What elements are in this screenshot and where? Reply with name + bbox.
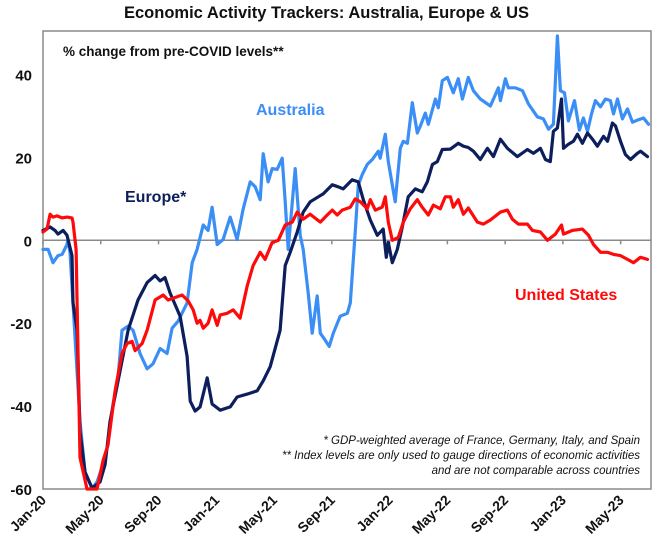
footnote-index-cont: and are not comparable across countries (432, 465, 641, 477)
y-tick-label: -20 (10, 316, 32, 333)
series-line-australia (41, 34, 651, 490)
x-tick-label: Jan-23 (526, 492, 569, 535)
series-label-europe: Europe* (125, 189, 187, 206)
x-tick-label: May-23 (582, 492, 627, 537)
x-tick-label: May-20 (62, 492, 107, 537)
x-tick-label: Sep-22 (467, 492, 511, 536)
chart-title: Economic Activity Trackers: Australia, E… (124, 4, 529, 22)
y-tick-label: 20 (15, 150, 32, 167)
y-tick-label: -40 (10, 399, 32, 416)
plot-area (42, 30, 652, 490)
x-tick-label: Jan-22 (353, 492, 396, 535)
series-label-australia: Australia (256, 102, 325, 119)
chart-subtitle: % change from pre-COVID levels** (63, 44, 284, 59)
series-line-united-states (41, 195, 650, 491)
x-tick-label: May-22 (409, 492, 454, 537)
footnote-index: ** Index levels are only used to gauge d… (282, 450, 640, 462)
series-label-united-states: United States (515, 287, 617, 304)
footnote-europe: * GDP-weighted average of France, German… (323, 435, 640, 447)
x-tick-label: May-21 (235, 492, 280, 537)
series-lines (41, 34, 651, 491)
series-line-europe (41, 97, 650, 490)
y-tick-label: 40 (15, 68, 32, 85)
y-axis: 40 20 0 -20 -40 -60 (10, 68, 32, 499)
y-tick-label: -60 (10, 482, 32, 499)
x-tick-label: Sep-20 (121, 492, 165, 536)
y-tick-label: 0 (24, 233, 32, 250)
x-tick-label: Jan-21 (180, 492, 223, 535)
x-tick-label: Sep-21 (294, 492, 338, 536)
